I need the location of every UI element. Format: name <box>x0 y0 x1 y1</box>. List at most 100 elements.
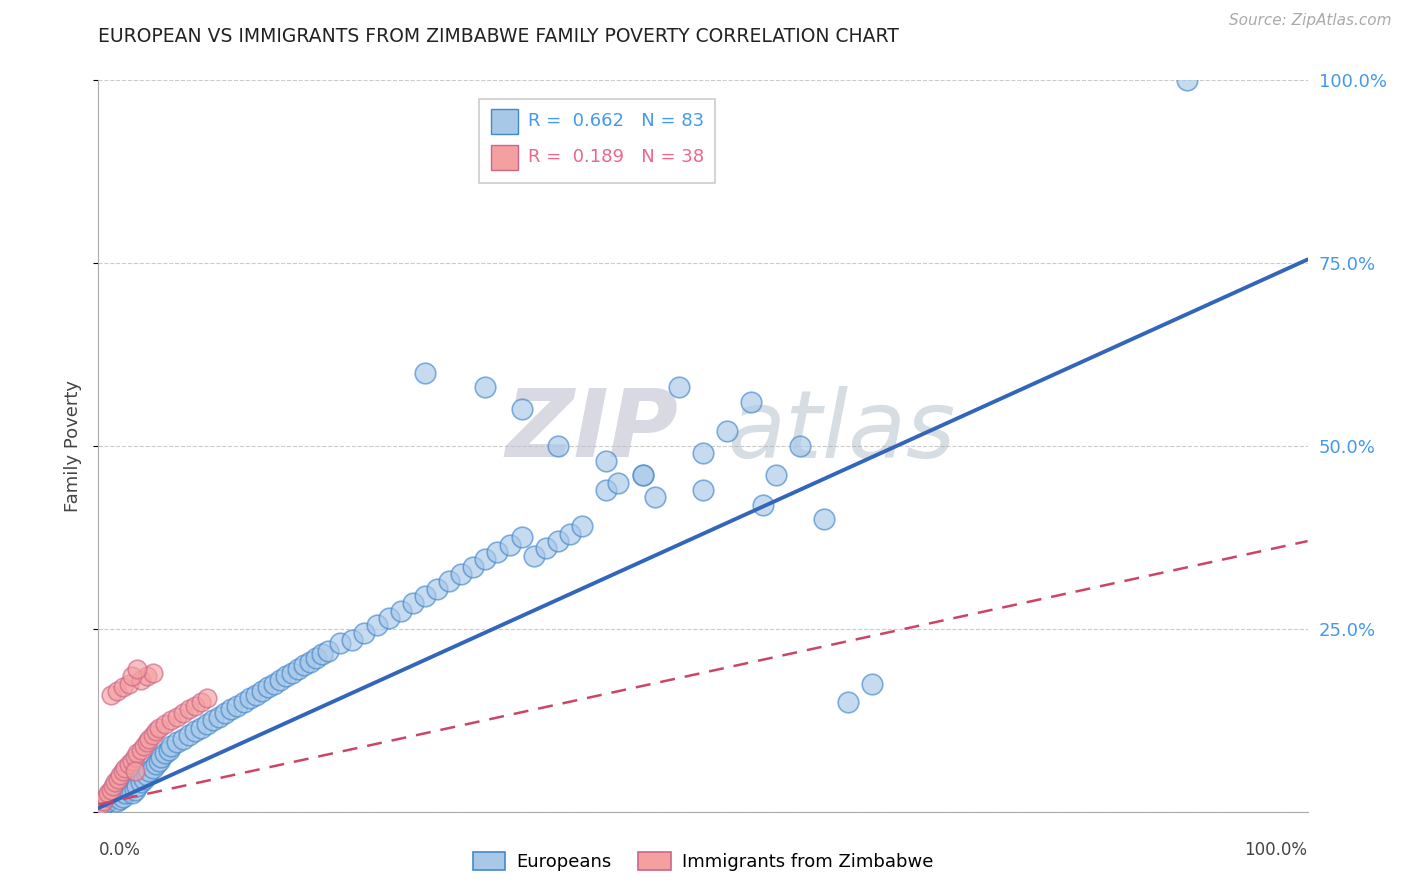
Point <box>121 787 143 801</box>
Point <box>160 714 183 728</box>
Point <box>292 658 315 673</box>
Point <box>595 453 617 467</box>
Text: ZIP: ZIP <box>506 385 679 477</box>
Point <box>108 768 131 782</box>
Point <box>148 754 170 768</box>
Point <box>108 791 131 805</box>
Point <box>607 475 630 490</box>
Point <box>195 717 218 731</box>
Point <box>124 749 146 764</box>
Point <box>138 731 160 746</box>
Point <box>402 596 425 610</box>
Point <box>166 709 188 723</box>
Point <box>547 534 569 549</box>
Point <box>221 702 243 716</box>
Point <box>166 735 188 749</box>
Point <box>138 764 160 779</box>
Point <box>837 695 859 709</box>
Point <box>305 651 328 665</box>
Point <box>510 530 533 544</box>
Point <box>413 366 436 380</box>
Point <box>104 775 127 789</box>
Point <box>299 655 322 669</box>
Point <box>179 702 201 716</box>
Text: 0.0%: 0.0% <box>98 841 141 859</box>
Point <box>135 669 157 683</box>
Point <box>595 483 617 497</box>
Point <box>129 673 152 687</box>
Point <box>190 721 212 735</box>
Point <box>118 782 141 797</box>
Point <box>111 681 134 695</box>
Point <box>107 772 129 786</box>
Point <box>157 742 180 756</box>
Point <box>172 706 194 720</box>
Text: R =  0.662   N = 83: R = 0.662 N = 83 <box>527 112 704 129</box>
Point <box>353 625 375 640</box>
Point <box>523 549 546 563</box>
Point <box>91 794 114 808</box>
Point <box>142 728 165 742</box>
Point <box>239 691 262 706</box>
Point <box>121 669 143 683</box>
Point <box>160 739 183 753</box>
Point <box>281 665 304 680</box>
Legend: Europeans, Immigrants from Zimbabwe: Europeans, Immigrants from Zimbabwe <box>465 845 941 879</box>
Point <box>100 782 122 797</box>
Point <box>274 669 297 683</box>
Point <box>94 790 117 805</box>
Point <box>631 468 654 483</box>
Point <box>311 648 333 662</box>
Point <box>134 772 156 786</box>
Point <box>316 644 339 658</box>
Point <box>93 797 115 812</box>
Point <box>860 676 883 690</box>
Point <box>172 731 194 746</box>
Point <box>426 582 449 596</box>
Point <box>413 589 436 603</box>
Text: Source: ZipAtlas.com: Source: ZipAtlas.com <box>1229 13 1392 29</box>
Point <box>129 742 152 756</box>
Point <box>111 790 134 805</box>
FancyBboxPatch shape <box>492 145 517 170</box>
FancyBboxPatch shape <box>492 109 517 134</box>
Point <box>145 757 167 772</box>
Text: R =  0.189   N = 38: R = 0.189 N = 38 <box>527 148 704 166</box>
Point <box>111 764 134 779</box>
Point <box>813 512 835 526</box>
Point <box>437 574 460 589</box>
Point <box>789 439 811 453</box>
Point <box>366 618 388 632</box>
Point <box>134 739 156 753</box>
Point <box>184 724 207 739</box>
Point <box>692 483 714 497</box>
Point <box>90 797 112 812</box>
Point <box>752 498 775 512</box>
Point <box>668 380 690 394</box>
Point <box>202 714 225 728</box>
Point <box>129 775 152 789</box>
Point <box>127 662 149 676</box>
Point <box>105 794 128 808</box>
Point <box>101 787 124 801</box>
Point <box>101 779 124 793</box>
Point <box>547 439 569 453</box>
Point <box>142 761 165 775</box>
Point <box>486 545 509 559</box>
Point <box>250 684 273 698</box>
Point <box>692 446 714 460</box>
Point <box>100 688 122 702</box>
Point <box>195 691 218 706</box>
Point <box>153 746 176 760</box>
Point <box>214 706 236 720</box>
Point <box>571 519 593 533</box>
Point <box>135 768 157 782</box>
Point <box>150 749 173 764</box>
FancyBboxPatch shape <box>479 99 716 183</box>
Point <box>118 676 141 690</box>
Point <box>329 636 352 650</box>
Point <box>389 603 412 617</box>
Point <box>127 779 149 793</box>
Point <box>97 794 120 808</box>
Y-axis label: Family Poverty: Family Poverty <box>65 380 83 512</box>
